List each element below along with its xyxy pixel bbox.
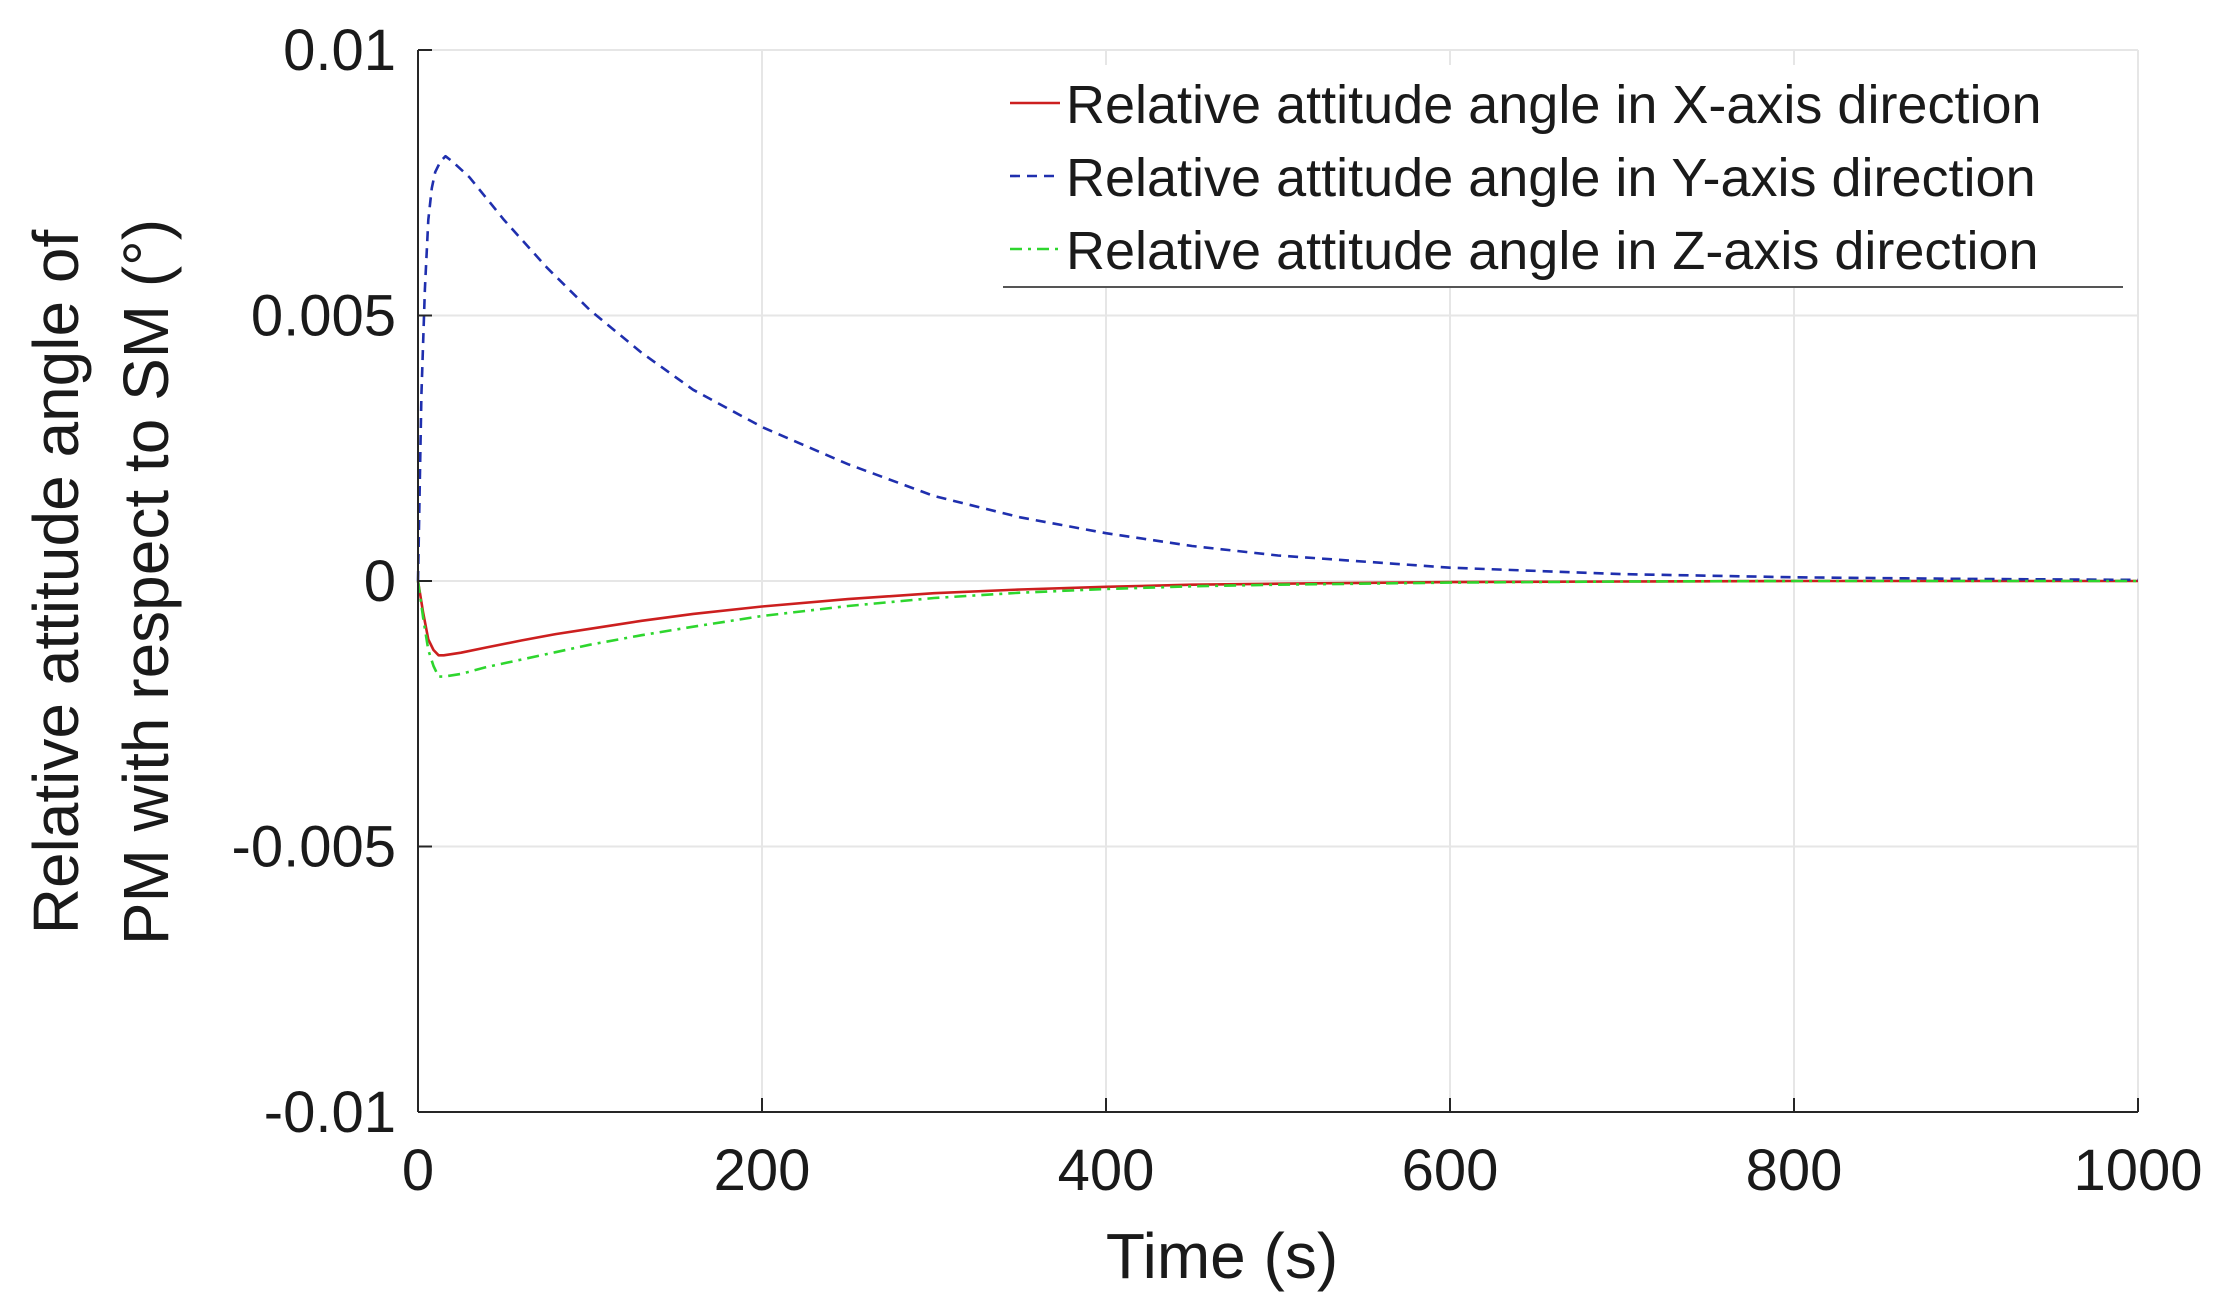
x-axis-label: Time (s) — [1106, 1220, 1338, 1292]
x-tick-label: 800 — [1746, 1138, 1843, 1203]
legend: Relative attitude angle in X-axis direct… — [1003, 65, 2123, 288]
y-tick-label: -0.005 — [232, 815, 396, 880]
x-tick-label: 400 — [1058, 1138, 1155, 1203]
y-tick-label: 0 — [364, 549, 396, 614]
y-tick-label: 0.01 — [283, 18, 396, 83]
x-tick-label: 0 — [402, 1138, 434, 1203]
x-tick-label: 600 — [1402, 1138, 1499, 1203]
legend-label-3: Relative attitude angle in Z-axis direct… — [1066, 221, 2039, 281]
tick-labels: 0 200 400 600 800 1000 -0.01 -0.005 0 0.005 0.01 — [232, 18, 2203, 1203]
axes — [417, 49, 2139, 1113]
x-tick-label: 200 — [714, 1138, 811, 1203]
series-line-2 — [416, 154, 2139, 582]
legend-box — [1003, 65, 2123, 287]
series-line-1 — [416, 579, 2138, 657]
legend-label-1: Relative attitude angle in X-axis direct… — [1066, 75, 2042, 135]
legend-label-2: Relative attitude angle in Y-axis direct… — [1066, 148, 2036, 208]
series-line-3 — [416, 579, 2138, 678]
y-tick-label: 0.005 — [251, 284, 396, 349]
y-tick-label: -0.01 — [264, 1080, 396, 1145]
y-axis-label-line-2: PM with respect to SM (°) — [110, 219, 182, 945]
y-axis-label-line-1: Relative attitude angle of — [20, 230, 92, 935]
x-tick-label: 1000 — [2073, 1138, 2202, 1203]
series-lines — [416, 154, 2139, 678]
